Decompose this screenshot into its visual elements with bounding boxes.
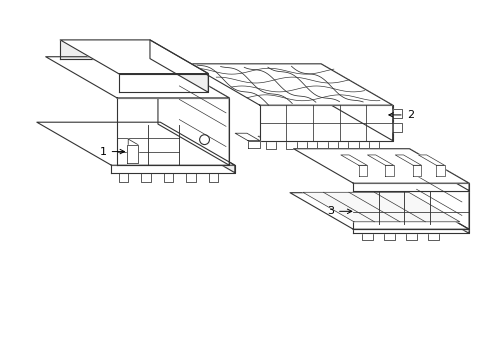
Polygon shape: [163, 173, 173, 182]
Polygon shape: [289, 193, 468, 229]
Polygon shape: [118, 73, 208, 92]
Polygon shape: [306, 141, 317, 149]
Text: 3: 3: [326, 206, 351, 216]
Polygon shape: [405, 193, 468, 233]
Polygon shape: [427, 233, 438, 240]
Polygon shape: [60, 40, 150, 59]
Polygon shape: [321, 64, 392, 141]
Polygon shape: [347, 141, 358, 149]
Polygon shape: [286, 141, 296, 149]
Polygon shape: [405, 233, 416, 240]
Polygon shape: [265, 141, 275, 149]
Polygon shape: [188, 64, 392, 105]
Polygon shape: [293, 149, 468, 183]
Polygon shape: [361, 233, 372, 240]
Polygon shape: [368, 141, 379, 149]
Polygon shape: [158, 57, 229, 165]
Polygon shape: [258, 136, 275, 141]
Polygon shape: [278, 136, 296, 141]
Polygon shape: [259, 105, 392, 141]
Polygon shape: [340, 136, 358, 141]
Polygon shape: [37, 122, 234, 165]
Polygon shape: [358, 165, 366, 176]
Polygon shape: [383, 233, 394, 240]
Polygon shape: [45, 57, 229, 98]
Polygon shape: [319, 136, 337, 141]
Polygon shape: [150, 40, 208, 92]
Polygon shape: [392, 123, 401, 132]
Polygon shape: [408, 149, 468, 191]
Polygon shape: [435, 165, 444, 176]
Polygon shape: [299, 136, 317, 141]
Text: 1: 1: [100, 147, 124, 157]
Polygon shape: [186, 173, 195, 182]
Polygon shape: [418, 155, 444, 165]
Polygon shape: [208, 173, 218, 182]
Polygon shape: [394, 155, 421, 165]
Polygon shape: [160, 122, 234, 173]
Polygon shape: [247, 141, 259, 148]
Text: 2: 2: [388, 110, 413, 120]
Polygon shape: [117, 98, 229, 165]
Polygon shape: [235, 133, 259, 141]
Polygon shape: [392, 109, 401, 118]
Polygon shape: [352, 191, 468, 229]
Polygon shape: [126, 145, 138, 163]
Polygon shape: [119, 173, 128, 182]
Polygon shape: [361, 136, 379, 141]
Polygon shape: [352, 183, 468, 191]
Polygon shape: [366, 155, 393, 165]
Polygon shape: [60, 40, 208, 73]
Polygon shape: [340, 155, 366, 165]
Polygon shape: [412, 165, 421, 176]
Polygon shape: [385, 165, 393, 176]
Polygon shape: [408, 156, 468, 229]
Polygon shape: [111, 165, 234, 173]
Polygon shape: [302, 192, 459, 222]
Polygon shape: [141, 173, 150, 182]
Polygon shape: [128, 139, 138, 163]
Polygon shape: [327, 141, 337, 149]
Polygon shape: [352, 229, 468, 233]
